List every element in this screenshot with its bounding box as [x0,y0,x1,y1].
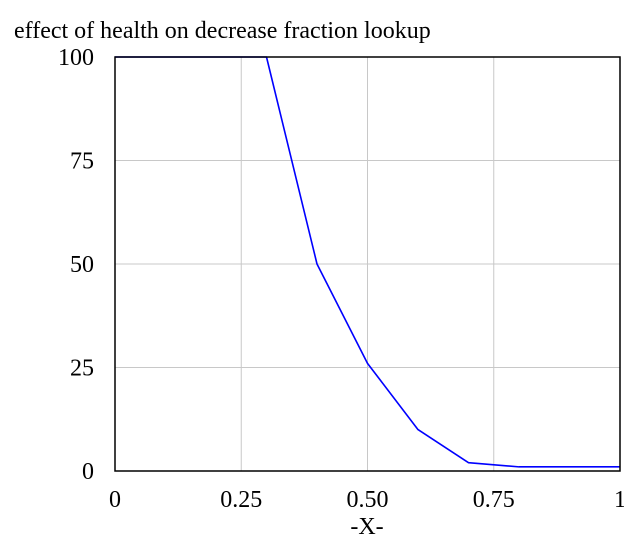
x-tick-label: 0.25 [220,487,262,513]
x-tick-label: 0.75 [473,487,515,513]
y-tick-label: 100 [58,45,94,71]
y-tick-label: 75 [70,149,94,175]
plot-frame [114,56,621,472]
y-tick-label: 0 [82,459,94,485]
y-tick-label: 50 [70,252,94,278]
x-axis-title: -X- [350,514,383,540]
chart-title: effect of health on decrease fraction lo… [14,18,431,44]
x-tick-label: 0.50 [347,487,389,513]
y-tick-label: 25 [70,356,94,382]
x-tick-label: 1 [614,487,624,513]
x-tick-label: 0 [109,487,121,513]
tick-labels: 0 0.25 0.50 0.75 1 0 25 50 75 100 [58,45,624,513]
grid [115,57,620,471]
